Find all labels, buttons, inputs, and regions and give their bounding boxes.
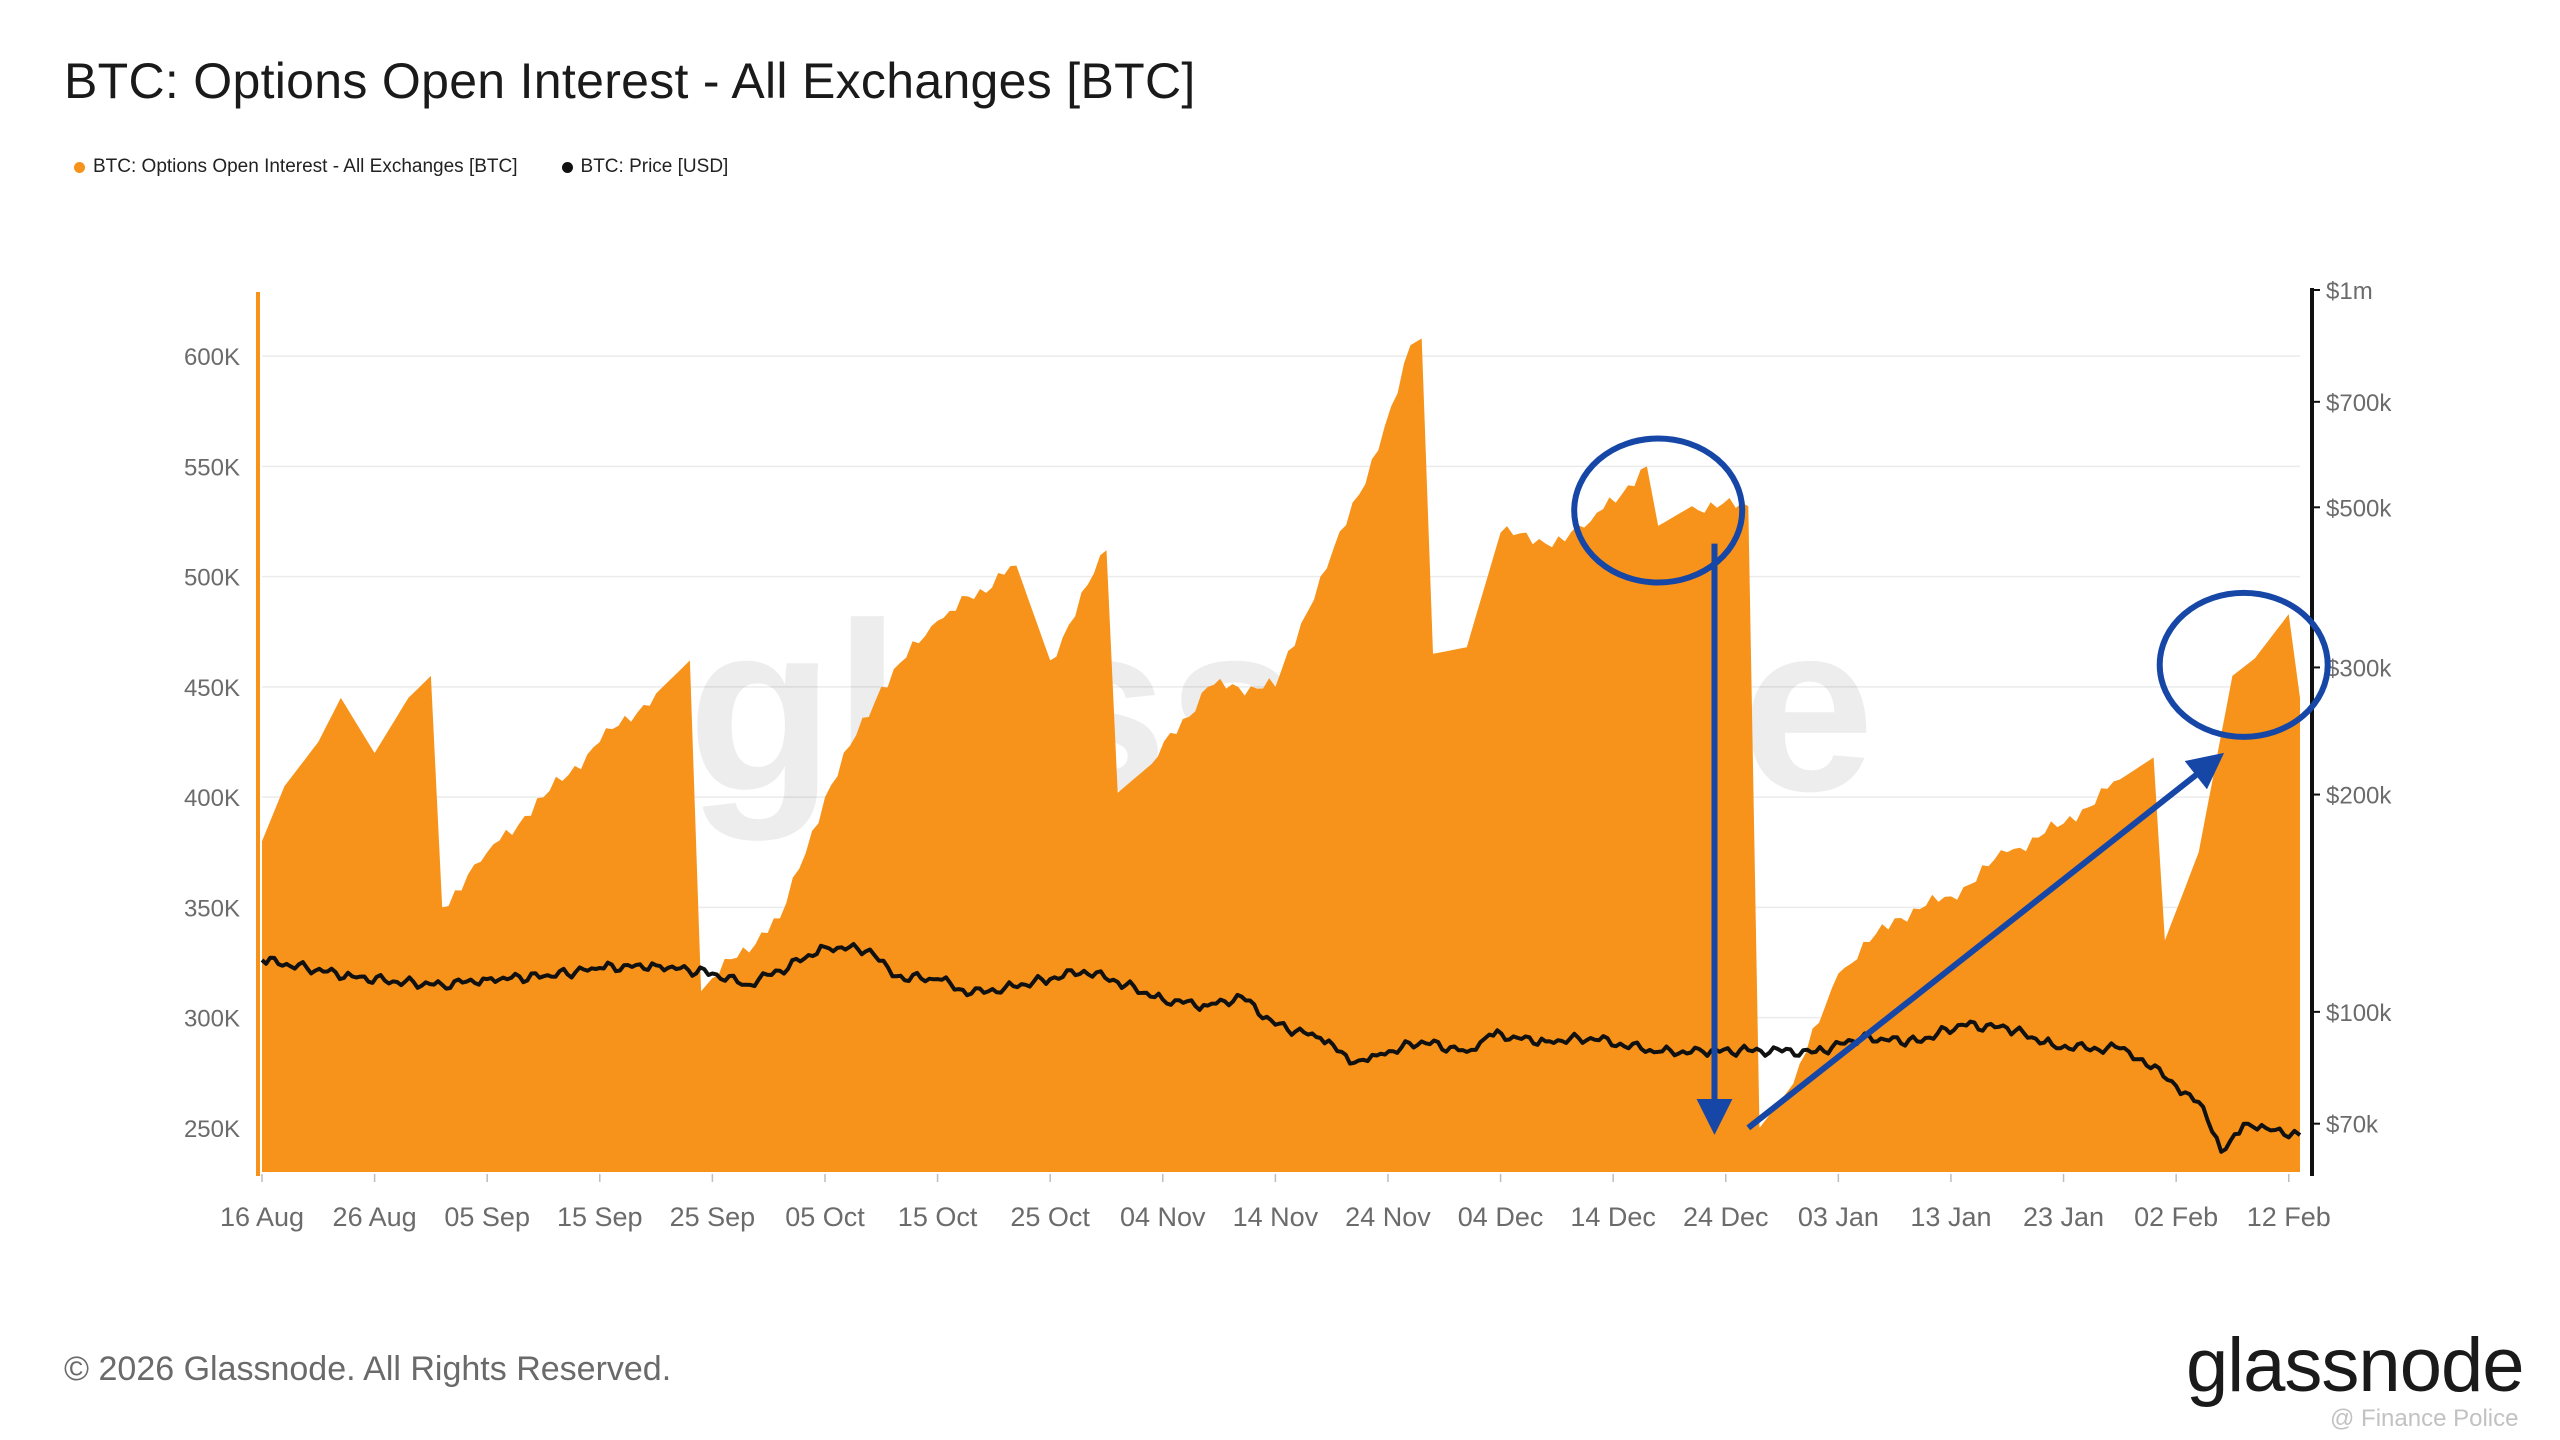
x-tick-label: 24 Dec <box>1683 1202 1769 1232</box>
y-right-tick-label: $700k <box>2326 390 2392 417</box>
price-line-layer <box>260 942 2302 1154</box>
y-right-tick-label: $1m <box>2326 278 2373 305</box>
y-right-tick-label: $300k <box>2326 655 2392 682</box>
open-interest-area <box>262 338 2300 1172</box>
highlight-circle <box>2156 589 2331 740</box>
y-left-tick-label: 250K <box>184 1116 240 1143</box>
x-tick-label: 15 Oct <box>898 1202 978 1232</box>
annotations <box>1571 435 2331 1135</box>
x-tick-label: 23 Jan <box>2023 1202 2104 1232</box>
y-left-tick-label: 350K <box>184 895 240 922</box>
y-left-tick-label: 550K <box>184 454 240 481</box>
open-interest-area-layer <box>262 338 2300 1172</box>
y-right-tick-label: $200k <box>2326 783 2392 810</box>
y-left-tick-label: 600K <box>184 344 240 371</box>
x-tick-label: 04 Nov <box>1120 1202 1206 1232</box>
y-right-tick-label: $70k <box>2326 1112 2379 1139</box>
x-tick-label: 15 Sep <box>557 1202 643 1232</box>
x-tick-label: 25 Oct <box>1010 1202 1090 1232</box>
x-tick-label: 25 Sep <box>670 1202 756 1232</box>
chart-svg: glassnode 600K550K500K450K400K350K300K25… <box>184 278 2392 1232</box>
axes <box>256 288 2320 1182</box>
x-tick-label: 13 Jan <box>1910 1202 1991 1232</box>
y-right-tick-label: $500k <box>2326 495 2392 522</box>
source-credit: @ Finance Police <box>2330 1405 2519 1432</box>
chart-legend: BTC: Options Open Interest - All Exchang… <box>74 156 728 178</box>
x-tick-label: 12 Feb <box>2247 1202 2331 1232</box>
legend-label-open-interest: BTC: Options Open Interest - All Exchang… <box>93 156 518 177</box>
price-line <box>260 942 2302 1154</box>
x-tick-label: 02 Feb <box>2134 1202 2218 1232</box>
y-left-tick-label: 500K <box>184 565 240 592</box>
y-right-tick-label: $100k <box>2326 1000 2392 1027</box>
tick-labels: 600K 550K 500K 450K 400K 350K 300K 250K $1m $700k… <box>184 278 2392 1232</box>
x-tick-label: 05 Sep <box>444 1202 530 1232</box>
y-left-tick-label: 300K <box>184 1006 240 1033</box>
rebuild-arrow <box>1746 752 2225 1131</box>
y-left-tick-label: 450K <box>184 675 240 702</box>
legend-dot-open-interest-icon <box>74 161 85 173</box>
y-left-tick-label: 400K <box>184 785 240 812</box>
x-tick-label: 16 Aug <box>220 1202 304 1232</box>
legend-item-open-interest[interactable]: BTC: Options Open Interest - All Exchang… <box>74 156 518 178</box>
legend-dot-price-icon <box>561 161 573 173</box>
x-tick-label: 14 Nov <box>1233 1202 1319 1232</box>
x-tick-label: 05 Oct <box>785 1202 865 1232</box>
highlight-circle <box>1571 435 1746 586</box>
x-tick-label: 03 Jan <box>1798 1202 1879 1232</box>
x-tick-label: 26 Aug <box>333 1202 417 1232</box>
x-tick-label: 04 Dec <box>1458 1202 1544 1232</box>
footer-copyright: © 2026 Glassnode. All Rights Reserved. <box>64 1350 672 1388</box>
legend-item-price[interactable]: BTC: Price [USD] <box>561 156 729 178</box>
chart-title: BTC: Options Open Interest - All Exchang… <box>64 53 1196 109</box>
legend-label-price: BTC: Price [USD] <box>580 156 729 177</box>
x-tick-label: 14 Dec <box>1570 1202 1656 1232</box>
x-tick-label: 24 Nov <box>1345 1202 1431 1232</box>
glassnode-logo: glassnode <box>2186 1323 2524 1408</box>
